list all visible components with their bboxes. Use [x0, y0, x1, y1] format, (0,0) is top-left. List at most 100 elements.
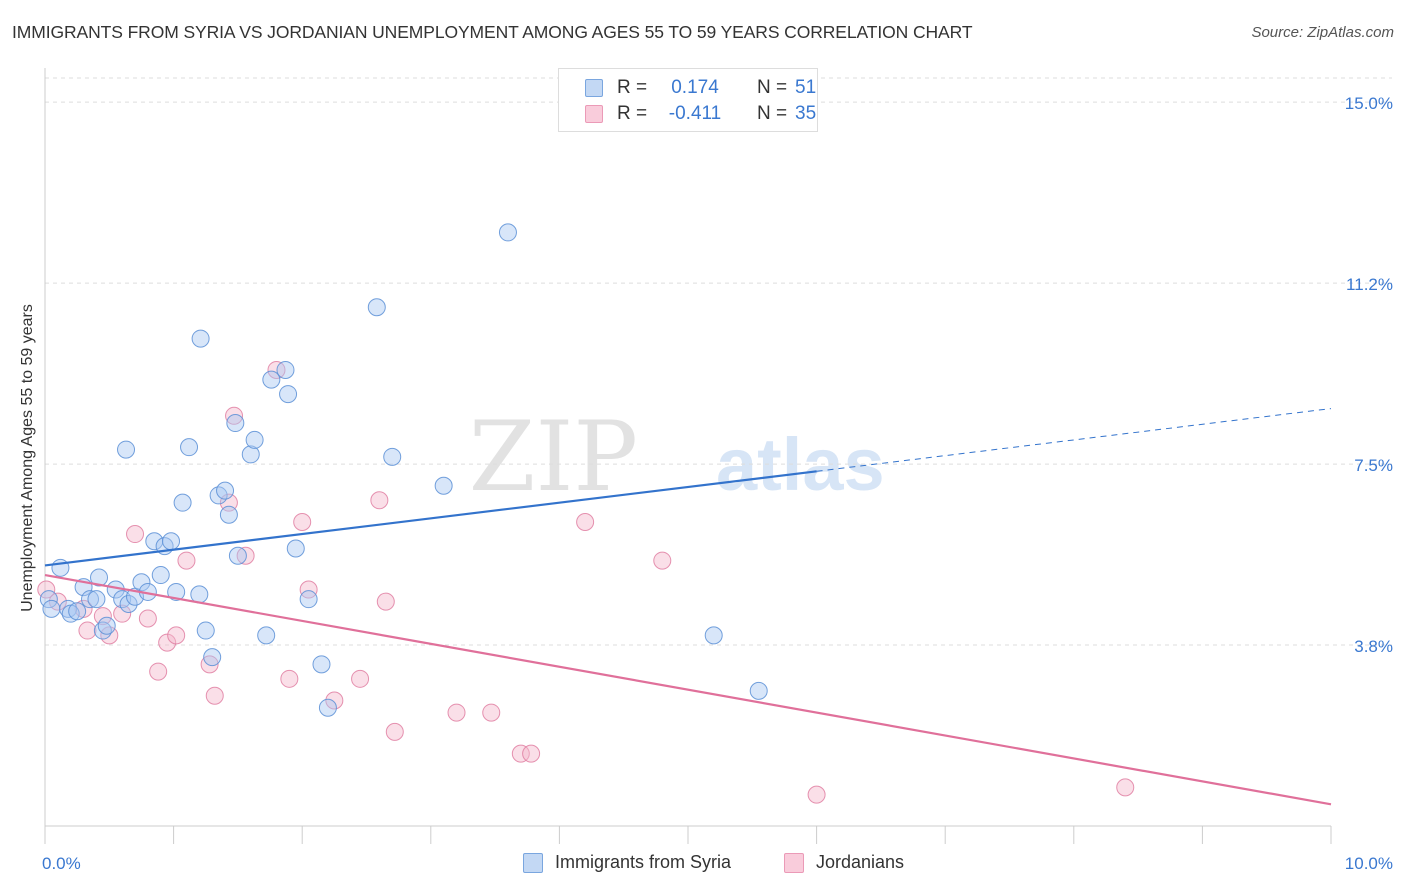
syria-point — [87, 590, 106, 609]
jordan-point — [293, 512, 312, 531]
syria-point — [90, 568, 109, 587]
syria-point — [190, 585, 209, 604]
jordan-point — [376, 592, 395, 611]
syria-point — [162, 532, 181, 551]
jordan-point — [267, 360, 286, 379]
syria-point — [226, 414, 245, 433]
jordan-point — [167, 626, 186, 645]
syria-point — [257, 626, 276, 645]
syria-point — [117, 440, 136, 459]
x-tick-label: 10.0% — [1345, 854, 1393, 873]
x-tick-label: 0.0% — [42, 854, 81, 873]
jordan-point — [653, 551, 672, 570]
n-value-syria: 51 — [795, 77, 817, 98]
syria-point — [173, 493, 192, 512]
watermark: ZIP atlas — [469, 401, 885, 513]
jordan-point — [177, 551, 196, 570]
syria-point — [241, 445, 260, 464]
syria-point — [132, 573, 151, 592]
jordan-point — [236, 546, 255, 565]
jordan-point — [807, 785, 826, 804]
syria-point — [286, 539, 305, 558]
jordan-point — [205, 686, 224, 705]
jordan-point — [280, 669, 299, 688]
syria-point — [312, 655, 331, 674]
jordan-point — [93, 607, 112, 626]
source-label: Source: ZipAtlas.com — [1251, 24, 1394, 41]
jordan-point — [299, 580, 318, 599]
jordan-point — [576, 512, 595, 531]
syria-point — [299, 590, 318, 609]
syria-point — [367, 298, 386, 317]
syria-point — [81, 590, 100, 609]
jordan-point — [200, 655, 219, 674]
n-label: N = — [757, 77, 788, 98]
jordan-point — [511, 744, 530, 763]
r-label: R = — [617, 77, 648, 98]
jordan-point — [351, 669, 370, 688]
syria-point — [151, 566, 170, 585]
syria-trend-extension — [816, 408, 1332, 472]
syria-point — [203, 648, 222, 667]
syria-point — [245, 430, 264, 449]
syria-point — [196, 621, 215, 640]
watermark-zip: ZIP — [469, 401, 638, 513]
y-tick-label: 11.2% — [1346, 275, 1393, 294]
jordan-point — [385, 722, 404, 741]
jordan-point — [325, 691, 344, 710]
y-tick-label: 3.8% — [1354, 637, 1393, 656]
trend-lines — [44, 408, 1332, 806]
jordan-trend-line — [44, 573, 1332, 806]
r-label: R = — [617, 103, 648, 124]
tick-labels: 15.0% 11.2% 7.5% 3.8% 0.0% 10.0% — [42, 94, 1393, 873]
jordan-point — [447, 703, 466, 722]
jordan-point — [1116, 778, 1135, 797]
syria-point — [749, 681, 768, 700]
y-tick-label: 7.5% — [1354, 456, 1393, 475]
n-value-jordan: 35 — [795, 103, 817, 124]
correlation-legend: R = 0.174 N = 51 R = -0.411 N = 35 — [558, 68, 818, 132]
syria-swatch — [523, 853, 543, 873]
syria-point — [216, 481, 235, 500]
syria-point — [180, 438, 199, 457]
syria-point — [434, 476, 453, 495]
jordan-point — [138, 609, 157, 628]
syria-point — [383, 447, 402, 466]
jordan-point — [113, 604, 132, 623]
syria-point — [704, 626, 723, 645]
axes — [44, 68, 1332, 844]
syria-point — [279, 385, 298, 404]
jordan-swatch — [585, 105, 603, 123]
jordan-point — [482, 703, 501, 722]
syria-points — [39, 223, 768, 717]
syria-point — [498, 223, 517, 242]
syria-point — [228, 546, 247, 565]
legend-label-syria: Immigrants from Syria — [555, 852, 732, 872]
syria-point — [42, 599, 61, 618]
syria-point — [167, 582, 186, 601]
r-value-jordan: -0.411 — [668, 103, 722, 124]
jordan-point — [370, 491, 389, 510]
jordan-point — [149, 662, 168, 681]
syria-point — [119, 595, 138, 614]
jordan-point — [522, 744, 541, 763]
syria-point — [318, 698, 337, 717]
syria-point — [191, 329, 210, 348]
syria-trend-line — [44, 470, 817, 567]
jordan-swatch — [784, 853, 804, 873]
y-tick-label: 15.0% — [1345, 94, 1393, 113]
syria-point — [262, 370, 281, 389]
chart-title: IMMIGRANTS FROM SYRIA VS JORDANIAN UNEMP… — [12, 22, 973, 42]
r-value-syria: 0.174 — [671, 77, 719, 98]
syria-swatch — [585, 79, 603, 97]
jordan-point — [126, 525, 145, 544]
syria-point — [219, 505, 238, 524]
syria-point — [276, 360, 295, 379]
syria-point — [68, 602, 87, 621]
jordan-point — [225, 406, 244, 425]
legend-label-jordan: Jordanians — [816, 852, 905, 872]
n-label: N = — [757, 103, 788, 124]
jordan-point — [78, 621, 97, 640]
jordan-point — [158, 633, 177, 652]
